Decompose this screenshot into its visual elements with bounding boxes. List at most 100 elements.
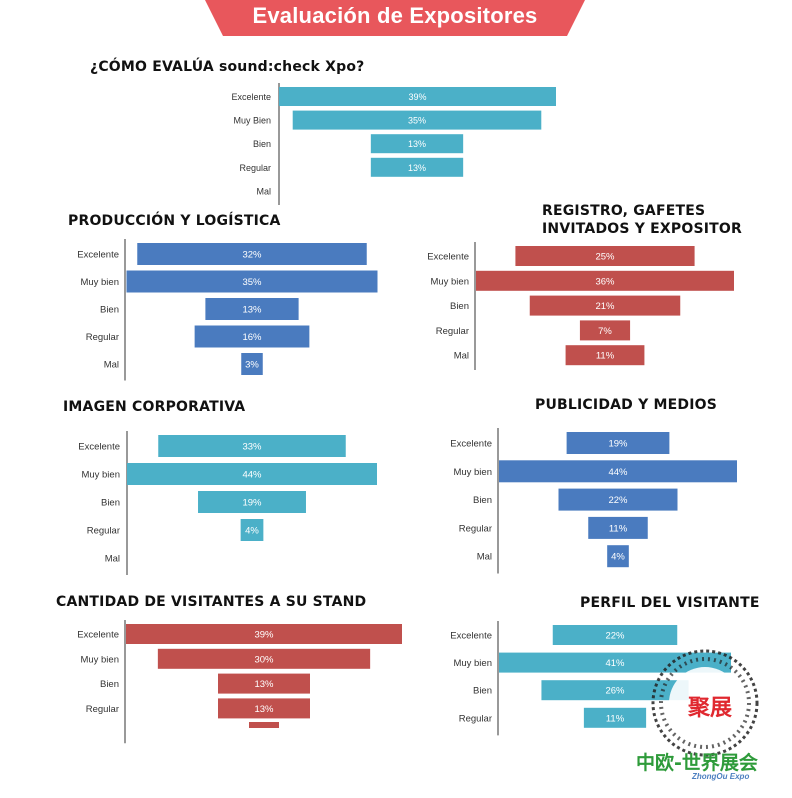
chart-6: Excelente 22% Muy bien 41% Bien 26% Regular 11% [450,621,731,736]
bar [370,157,464,177]
category-label: Muy bien [453,467,492,478]
bar [126,270,378,293]
bar [157,648,371,669]
watermark-stamp: 聚展 [688,696,733,721]
bar [218,673,310,694]
bar-value-label: 21% [595,301,615,312]
chart-1: Excelente 32% Muy bien 35% Bien 13% Regular 16%… [77,239,378,381]
bar [499,460,737,483]
bar [588,516,648,539]
page-title: Evaluación de Expositores [252,3,538,28]
bar-value-label: 44% [608,467,628,478]
bar [565,345,645,366]
bar-value-label: 22% [605,631,625,642]
bar-value-label: 33% [242,442,262,453]
bar [279,87,556,106]
category-label: Bien [101,498,120,509]
category-label: Excelente [78,442,120,453]
chart-title-visitantes: CANTIDAD DE VISITANTES A SU STAND [56,594,367,610]
category-label: Muy bien [430,276,469,287]
category-label: Mal [256,186,271,196]
bar-value-label: 30% [254,654,274,665]
watermark-logo: 聚展 中欧-世界展会 ZhongOu Expo [636,648,786,796]
bar-value-label: 19% [608,439,628,450]
bar [241,353,263,375]
chart-title-publicidad: PUBLICIDAD Y MEDIOS [535,397,717,413]
bar [558,488,678,511]
bar [292,110,542,130]
bar-value-label: 11% [609,523,628,534]
chart-title-registro-line-1: REGISTRO, GAFETES [542,203,706,219]
category-label: Bien [253,139,271,149]
bar-value-label: 11% [596,351,615,362]
header-banner [205,0,585,36]
category-label: Bien [100,305,119,316]
qr-pattern-icon [651,649,759,757]
bar [194,325,310,348]
category-label: Regular [86,332,119,343]
bar-value-label: 35% [242,277,262,288]
category-label: Regular [459,523,492,534]
bar-value-label: 26% [605,686,625,697]
chart-5: Excelente 39% Muy bien 30% Bien 13% Regular 13% [77,620,402,744]
bar-value-label: 36% [595,276,615,287]
chart-title-sound-check: ¿CÓMO EVALÚA sound:check Xpo? [90,59,365,75]
category-label: Excelente [231,92,271,102]
bar-value-label: 32% [242,250,262,261]
bar-value-label: 39% [408,92,426,102]
bar-value-label: 19% [242,498,262,509]
bar [205,298,299,320]
category-label: Regular [86,704,119,715]
category-label: Regular [239,163,271,173]
chart-title-imagen: IMAGEN CORPORATIVA [63,399,246,415]
category-label: Mal [105,554,120,565]
category-label: Regular [436,326,469,337]
category-label: Excelente [450,631,492,642]
bar-value-label: 13% [254,679,274,690]
category-label: Excelente [77,250,119,261]
bar [529,295,681,316]
bar [198,491,306,513]
bar-value-label: 7% [598,326,612,337]
chart-3: Excelente 33% Muy bien 44% Bien 19% Regular 4% M… [78,431,377,575]
bar [218,698,310,719]
bar-value-label: 16% [242,332,262,343]
category-label: Mal [477,552,492,563]
chart-0: Excelente 39% Muy Bien 35% Bien 13% Regular 13%… [231,83,556,205]
category-label: Excelente [450,439,492,450]
category-label: Muy bien [81,470,120,481]
bar-value-label: 4% [245,526,259,537]
bar [583,707,647,728]
chart-2: Excelente 25% Muy bien 36% Bien 21% Regular 7% M… [427,242,734,370]
bar-value-label: 35% [408,116,426,126]
bar-value-label: 13% [408,163,426,173]
category-label: Bien [473,495,492,506]
bar [541,680,689,701]
bar-value-label: 13% [408,139,426,149]
bar-value-label: 13% [242,305,262,316]
category-label: Bien [450,301,469,312]
category-label: Excelente [427,252,469,263]
bar-value-label: 39% [254,630,274,641]
category-label: Excelente [77,630,119,641]
category-label: Muy bien [80,654,119,665]
chart-title-registro-line-2: INVITADOS Y EXPOSITOR [542,221,743,237]
bar [370,134,464,154]
bar-value-label: 4% [611,552,625,563]
bar-cut-off [249,722,279,728]
bar [515,246,695,266]
bar-value-label: 41% [605,658,625,669]
bar [137,243,367,265]
category-label: Mal [104,360,119,371]
chart-title-registro: REGISTRO, GAFETES INVITADOS Y EXPOSITOR [542,202,742,238]
bar [240,519,264,541]
chart-title-perfil: PERFIL DEL VISITANTE [580,595,760,611]
category-label: Regular [459,713,492,724]
bar [158,435,346,457]
category-label: Muy bien [453,658,492,669]
bar [499,652,731,673]
category-label: Muy Bien [233,116,271,126]
category-label: Bien [100,679,119,690]
category-label: Mal [454,351,469,362]
